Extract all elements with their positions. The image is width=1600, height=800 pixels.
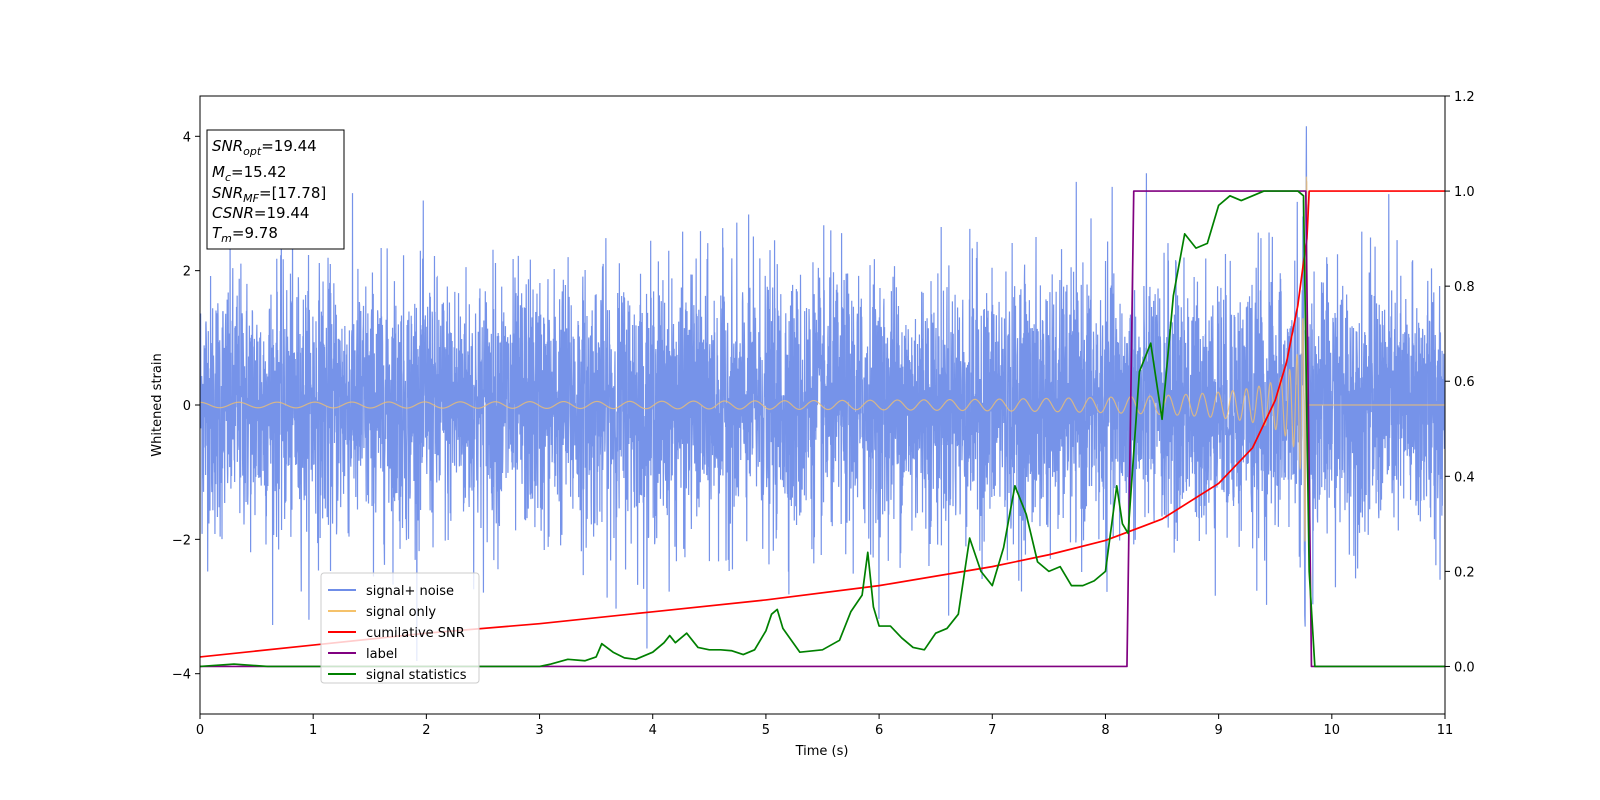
series-signal-statistics: [200, 190, 1445, 668]
y2-tick-label: 1.0: [1454, 185, 1475, 200]
y2-tick-label: 0.4: [1454, 470, 1475, 485]
y2-tick-label: 0.8: [1454, 280, 1475, 295]
series-signal-noise: [200, 126, 1445, 662]
x-tick-label: 7: [988, 723, 996, 738]
annotation-line: SNRopt=19.44: [212, 137, 317, 158]
annotation-line: CSNR=19.44: [212, 204, 309, 222]
annotation-lines: SNRopt=19.44 Mc=15.42SNRMF=[17.78]CSNR=19…: [212, 137, 326, 245]
annotation-line: Tm=9.78: [212, 224, 278, 245]
y-axis-left: −4 −2 0 2 4: [172, 130, 200, 683]
y-axis-right: 0.0 0.2 0.4 0.6 0.8 1.0 1.2: [1445, 90, 1475, 675]
x-tick-label: 9: [1214, 723, 1222, 738]
y2-tick-label: 0.0: [1454, 660, 1475, 675]
x-tick-label: 8: [1101, 723, 1109, 738]
x-tick-label: 5: [762, 723, 770, 738]
y2-tick-label: 0.2: [1454, 565, 1475, 580]
y2-tick-label: 1.2: [1454, 90, 1475, 105]
legend-label-text: label: [366, 647, 397, 662]
legend-cumulative-snr-text: cumilative SNR: [366, 626, 465, 641]
legend: signal+ noise signal only cumilative SNR la…: [320, 572, 480, 684]
annotation-box: SNRopt=19.44 Mc=15.42SNRMF=[17.78]CSNR=19…: [206, 129, 345, 250]
series-signal-only: [200, 176, 1445, 542]
annotation-line: SNRMF=[17.78]: [212, 184, 326, 205]
legend-signal-noise-text: signal+ noise: [366, 584, 454, 599]
x-tick-label: 11: [1437, 723, 1454, 738]
series-cumulative-snr: [200, 190, 1445, 658]
legend-signal-only-text: signal only: [366, 605, 436, 620]
annotation-line: Mc=15.42: [212, 163, 287, 184]
y2-tick-label: 0.6: [1454, 375, 1475, 390]
y-tick-label: 2: [183, 265, 191, 280]
series-layer: [200, 126, 1445, 668]
legend-items: signal+ noise signal only cumilative SNR la…: [328, 584, 467, 683]
legend-frame: [320, 572, 480, 684]
y-tick-label: 0: [183, 399, 191, 414]
x-tick-label: 0: [196, 723, 204, 738]
y-tick-label: −2: [172, 533, 191, 548]
x-tick-label: 1: [309, 723, 317, 738]
x-tick-label: 10: [1324, 723, 1341, 738]
x-tick-label: 4: [649, 723, 657, 738]
y-axis-label: Whitened strain: [150, 353, 165, 456]
x-axis-label: Time (s): [795, 744, 849, 759]
x-axis: 0 1 2 3 4 5 6 7 8 9 10 11: [196, 714, 1453, 738]
x-tick-label: 3: [535, 723, 543, 738]
legend-signal-statistics-text: signal statistics: [366, 668, 467, 683]
annotation-frame: [206, 129, 345, 250]
x-tick-label: 6: [875, 723, 883, 738]
x-tick-label: 2: [422, 723, 430, 738]
y-tick-label: −4: [172, 668, 191, 683]
y-tick-label: 4: [183, 130, 191, 145]
